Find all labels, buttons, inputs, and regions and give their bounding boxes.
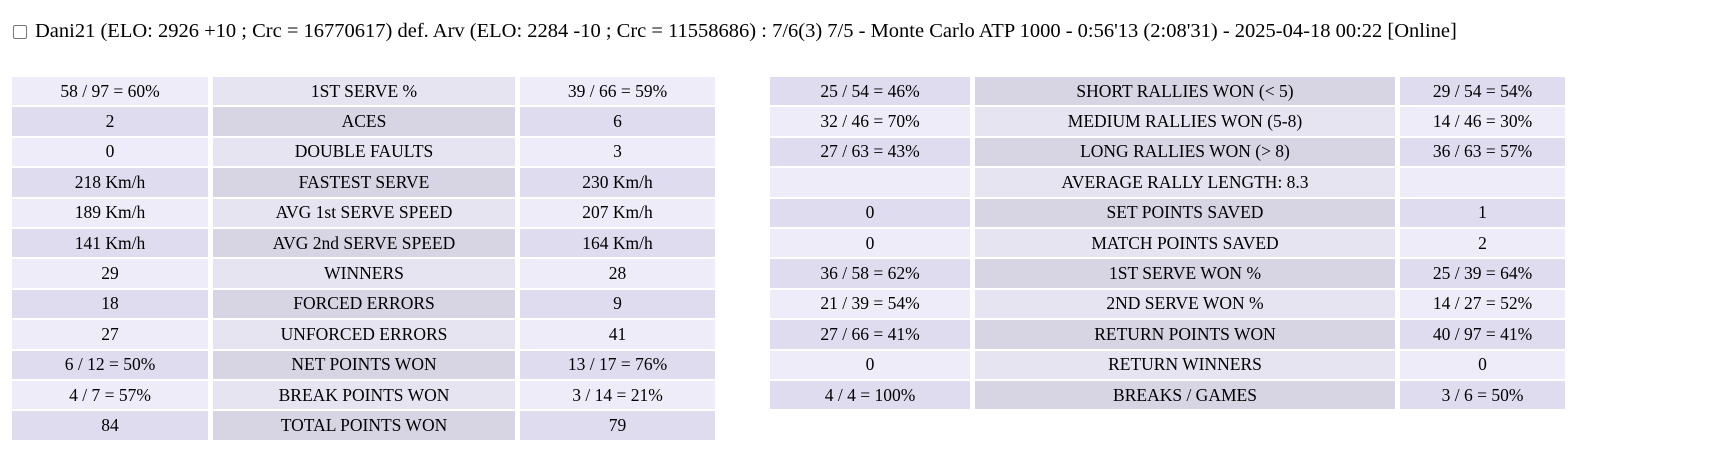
player2-value: 41: [520, 320, 715, 349]
player1-value: 25 / 54 = 46%: [770, 77, 970, 106]
player1-value: 27 / 66 = 41%: [770, 320, 970, 349]
player2-value: 6: [520, 107, 715, 136]
player2-value: 207 Km/h: [520, 198, 715, 227]
stat-label: LONG RALLIES WON (> 8): [975, 137, 1395, 167]
stat-label: RETURN POINTS WON: [975, 320, 1395, 349]
player2-value: 3: [520, 137, 715, 167]
player2-value: 39 / 66 = 59%: [520, 77, 715, 106]
stat-label: RETURN WINNERS: [975, 350, 1395, 379]
stat-label: SHORT RALLIES WON (< 5): [975, 77, 1395, 106]
player1-value: 58 / 97 = 60%: [12, 77, 208, 106]
player1-value: 29: [12, 259, 208, 288]
player1-value: 0: [12, 137, 208, 167]
player1-value: 218 Km/h: [12, 168, 208, 197]
stat-label: SET POINTS SAVED: [975, 198, 1395, 227]
player1-value: 189 Km/h: [12, 198, 208, 227]
stat-label: BREAKS / GAMES: [975, 380, 1395, 410]
match-select-checkbox[interactable]: [13, 25, 27, 40]
stat-label: MATCH POINTS SAVED: [975, 228, 1395, 258]
player2-value: 79: [520, 411, 715, 440]
player2-value: 29 / 54 = 54%: [1400, 77, 1565, 106]
stat-label: TOTAL POINTS WON: [213, 411, 515, 440]
rally-stats-table: 25 / 54 = 46% SHORT RALLIES WON (< 5) 29 /…: [770, 77, 1565, 410]
player1-value: 2: [12, 107, 208, 136]
match-header: Dani21 (ELO: 2926 +10 ; Crc = 16770617) …: [13, 20, 1457, 43]
stat-label: WINNERS: [213, 259, 515, 288]
player1-value: 32 / 46 = 70%: [770, 107, 970, 136]
player1-value: [770, 168, 970, 197]
stat-label: 2ND SERVE WON %: [975, 289, 1395, 319]
player1-value: 21 / 39 = 54%: [770, 289, 970, 319]
player1-value: 4 / 7 = 57%: [12, 380, 208, 410]
player1-value: 0: [770, 198, 970, 227]
player2-value: 1: [1400, 198, 1565, 227]
stat-label: FASTEST SERVE: [213, 168, 515, 197]
player2-value: 230 Km/h: [520, 168, 715, 197]
player1-value: 4 / 4 = 100%: [770, 380, 970, 410]
player1-value: 141 Km/h: [12, 228, 208, 258]
stat-label: 1ST SERVE %: [213, 77, 515, 106]
serve-stats-table: 58 / 97 = 60% 1ST SERVE % 39 / 66 = 59% 2 AC…: [12, 77, 715, 440]
stat-label: ACES: [213, 107, 515, 136]
stat-label: 1ST SERVE WON %: [975, 259, 1395, 288]
player2-value: 164 Km/h: [520, 228, 715, 258]
player1-value: 27: [12, 320, 208, 349]
stat-label: AVERAGE RALLY LENGTH: 8.3: [975, 168, 1395, 197]
player2-value: 25 / 39 = 64%: [1400, 259, 1565, 288]
stat-label: NET POINTS WON: [213, 350, 515, 379]
player2-value: 2: [1400, 228, 1565, 258]
player1-value: 6 / 12 = 50%: [12, 350, 208, 379]
player2-value: 13 / 17 = 76%: [520, 350, 715, 379]
player2-value: 0: [1400, 350, 1565, 379]
player2-value: 3 / 6 = 50%: [1400, 380, 1565, 410]
stat-label: BREAK POINTS WON: [213, 380, 515, 410]
stat-label: DOUBLE FAULTS: [213, 137, 515, 167]
stat-label: AVG 2nd SERVE SPEED: [213, 228, 515, 258]
player1-value: 0: [770, 228, 970, 258]
player2-value: 9: [520, 289, 715, 319]
stat-label: UNFORCED ERRORS: [213, 320, 515, 349]
player2-value: [1400, 168, 1565, 197]
match-summary: Dani21 (ELO: 2926 +10 ; Crc = 16770617) …: [35, 20, 1457, 42]
player1-value: 36 / 58 = 62%: [770, 259, 970, 288]
player2-value: 14 / 46 = 30%: [1400, 107, 1565, 136]
stat-label: AVG 1st SERVE SPEED: [213, 198, 515, 227]
player2-value: 36 / 63 = 57%: [1400, 137, 1565, 167]
player2-value: 40 / 97 = 41%: [1400, 320, 1565, 349]
stat-label: MEDIUM RALLIES WON (5-8): [975, 107, 1395, 136]
player1-value: 27 / 63 = 43%: [770, 137, 970, 167]
player2-value: 14 / 27 = 52%: [1400, 289, 1565, 319]
player1-value: 84: [12, 411, 208, 440]
player1-value: 18: [12, 289, 208, 319]
player1-value: 0: [770, 350, 970, 379]
player2-value: 3 / 14 = 21%: [520, 380, 715, 410]
stat-label: FORCED ERRORS: [213, 289, 515, 319]
player2-value: 28: [520, 259, 715, 288]
